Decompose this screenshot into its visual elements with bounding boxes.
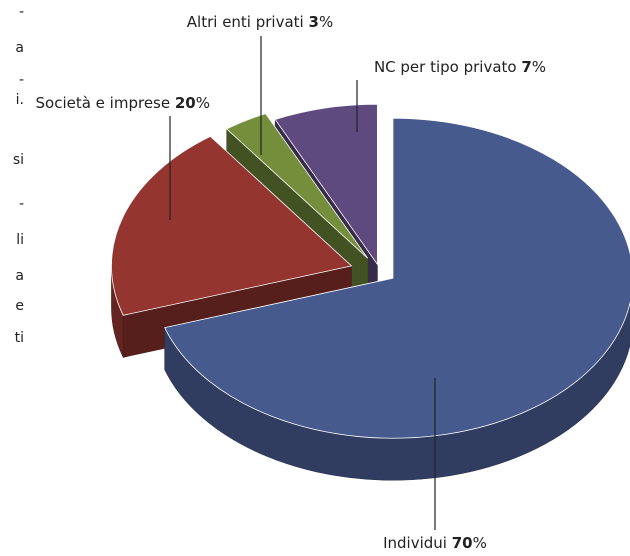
slice-label-value: 70 [452, 534, 473, 552]
slice-label-name: Società e imprese [36, 94, 175, 112]
margin-text-fragment: - [18, 4, 24, 20]
slice-label: Altri enti privati 3% [187, 13, 333, 31]
pie-slice-nc-per-tipo-privato [274, 103, 378, 266]
slice-label-unit: % [196, 94, 210, 112]
pie-slice-altri-enti-privati [226, 113, 369, 259]
pie-slice-societ-e-imprese [111, 135, 353, 316]
margin-text-fragment: - [18, 196, 24, 212]
margin-text-fragment: li [16, 232, 24, 248]
margin-text-fragment: e [15, 298, 24, 314]
margin-text-fragment: a [15, 40, 24, 56]
slice-label: Individui 70% [383, 534, 487, 552]
slice-label: Società e imprese 20% [36, 94, 211, 112]
margin-text-fragment: a [15, 268, 24, 284]
slice-label-value: 20 [175, 94, 196, 112]
slice-label-value: 3 [309, 13, 319, 31]
margin-text-fragment: - [18, 72, 24, 88]
slice-label-name: Altri enti privati [187, 13, 309, 31]
margin-text-fragment: ti [14, 330, 24, 346]
margin-text-fragment: si [12, 152, 24, 168]
margin-text-fragment: i. [15, 92, 24, 108]
slice-label-name: Individui [383, 534, 452, 552]
pie-slice-individui [164, 117, 630, 439]
slice-label-unit: % [473, 534, 487, 552]
margin-text-fragments: - a - i. si - li a e ti [0, 0, 24, 400]
slice-label-unit: % [532, 58, 546, 76]
slice-label-name: NC per tipo privato [374, 58, 521, 76]
slice-label-unit: % [319, 13, 333, 31]
slice-label: NC per tipo privato 7% [374, 58, 546, 76]
slice-label-value: 7 [521, 58, 531, 76]
